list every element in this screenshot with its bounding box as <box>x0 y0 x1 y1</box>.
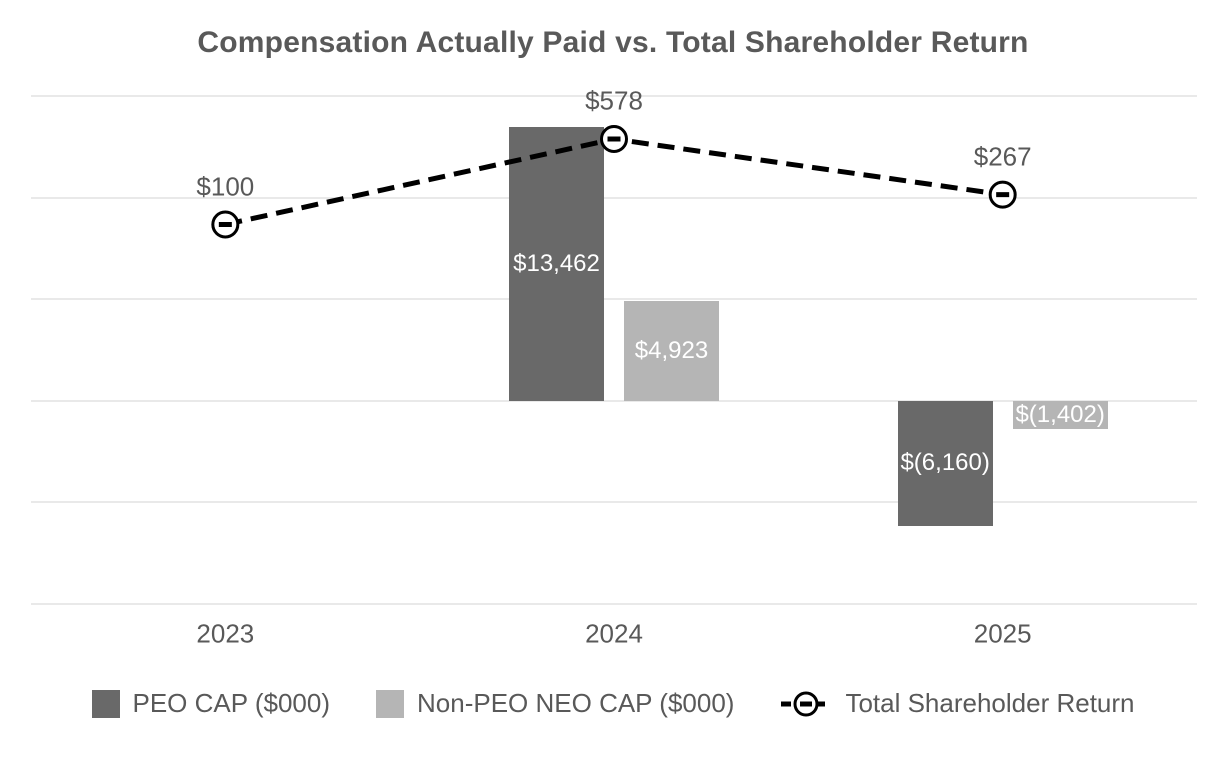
legend-item-total-shareholder-return: Total Shareholder Return <box>780 688 1135 719</box>
x-axis-label-2023: 2023 <box>196 618 255 649</box>
bar-non-peo-neo-cap-000-2025 <box>1012 400 1108 430</box>
legend-item-non-peo-neo-cap-000: Non-PEO NEO CAP ($000) <box>376 688 734 719</box>
legend-line-marker-icon <box>781 691 832 716</box>
x-axis-label-2024: 2024 <box>585 618 643 649</box>
legend-swatch-icon <box>376 689 405 718</box>
legend-label-peo-cap-000: PEO CAP ($000) <box>132 688 331 718</box>
bar-peo-cap-000-2025 <box>897 400 993 526</box>
gridline <box>31 298 1197 301</box>
tsr-point-label: $100 <box>196 171 255 201</box>
tsr-point-label: $267 <box>973 141 1032 172</box>
tsr-marker-2024 <box>600 125 628 154</box>
x-axis-label-2025: 2025 <box>973 618 1032 649</box>
bar-value-label: $13,462 <box>513 250 600 278</box>
gridline <box>31 501 1197 504</box>
gridline <box>31 603 1197 605</box>
legend-swatch-icon <box>91 689 120 718</box>
gridline <box>31 95 1197 97</box>
legend: PEO CAP ($000) Non-PEO NEO CAP ($000) Tota… <box>0 688 1226 719</box>
bar-value-label: $4,923 <box>634 336 709 364</box>
bar-value-label: $(1,402) <box>1015 401 1105 429</box>
gridline <box>31 399 1197 402</box>
tsr-dashed-line <box>224 136 1004 227</box>
legend-item-peo-cap-000: PEO CAP ($000) <box>91 688 331 719</box>
tsr-point-label: $578 <box>585 85 643 116</box>
chart-title: Compensation Actually Paid vs. Total Sha… <box>197 26 1029 59</box>
bar-non-peo-neo-cap-000-2024 <box>624 300 719 401</box>
legend-label-non-peo-neo-cap-000: Non-PEO NEO CAP ($000) <box>417 688 735 718</box>
bar-value-label: $(6,160) <box>900 449 990 477</box>
tsr-marker-2025 <box>988 180 1017 209</box>
legend-label-total-shareholder-return: Total Shareholder Return <box>845 688 1135 718</box>
tsr-marker-2023 <box>211 210 240 239</box>
